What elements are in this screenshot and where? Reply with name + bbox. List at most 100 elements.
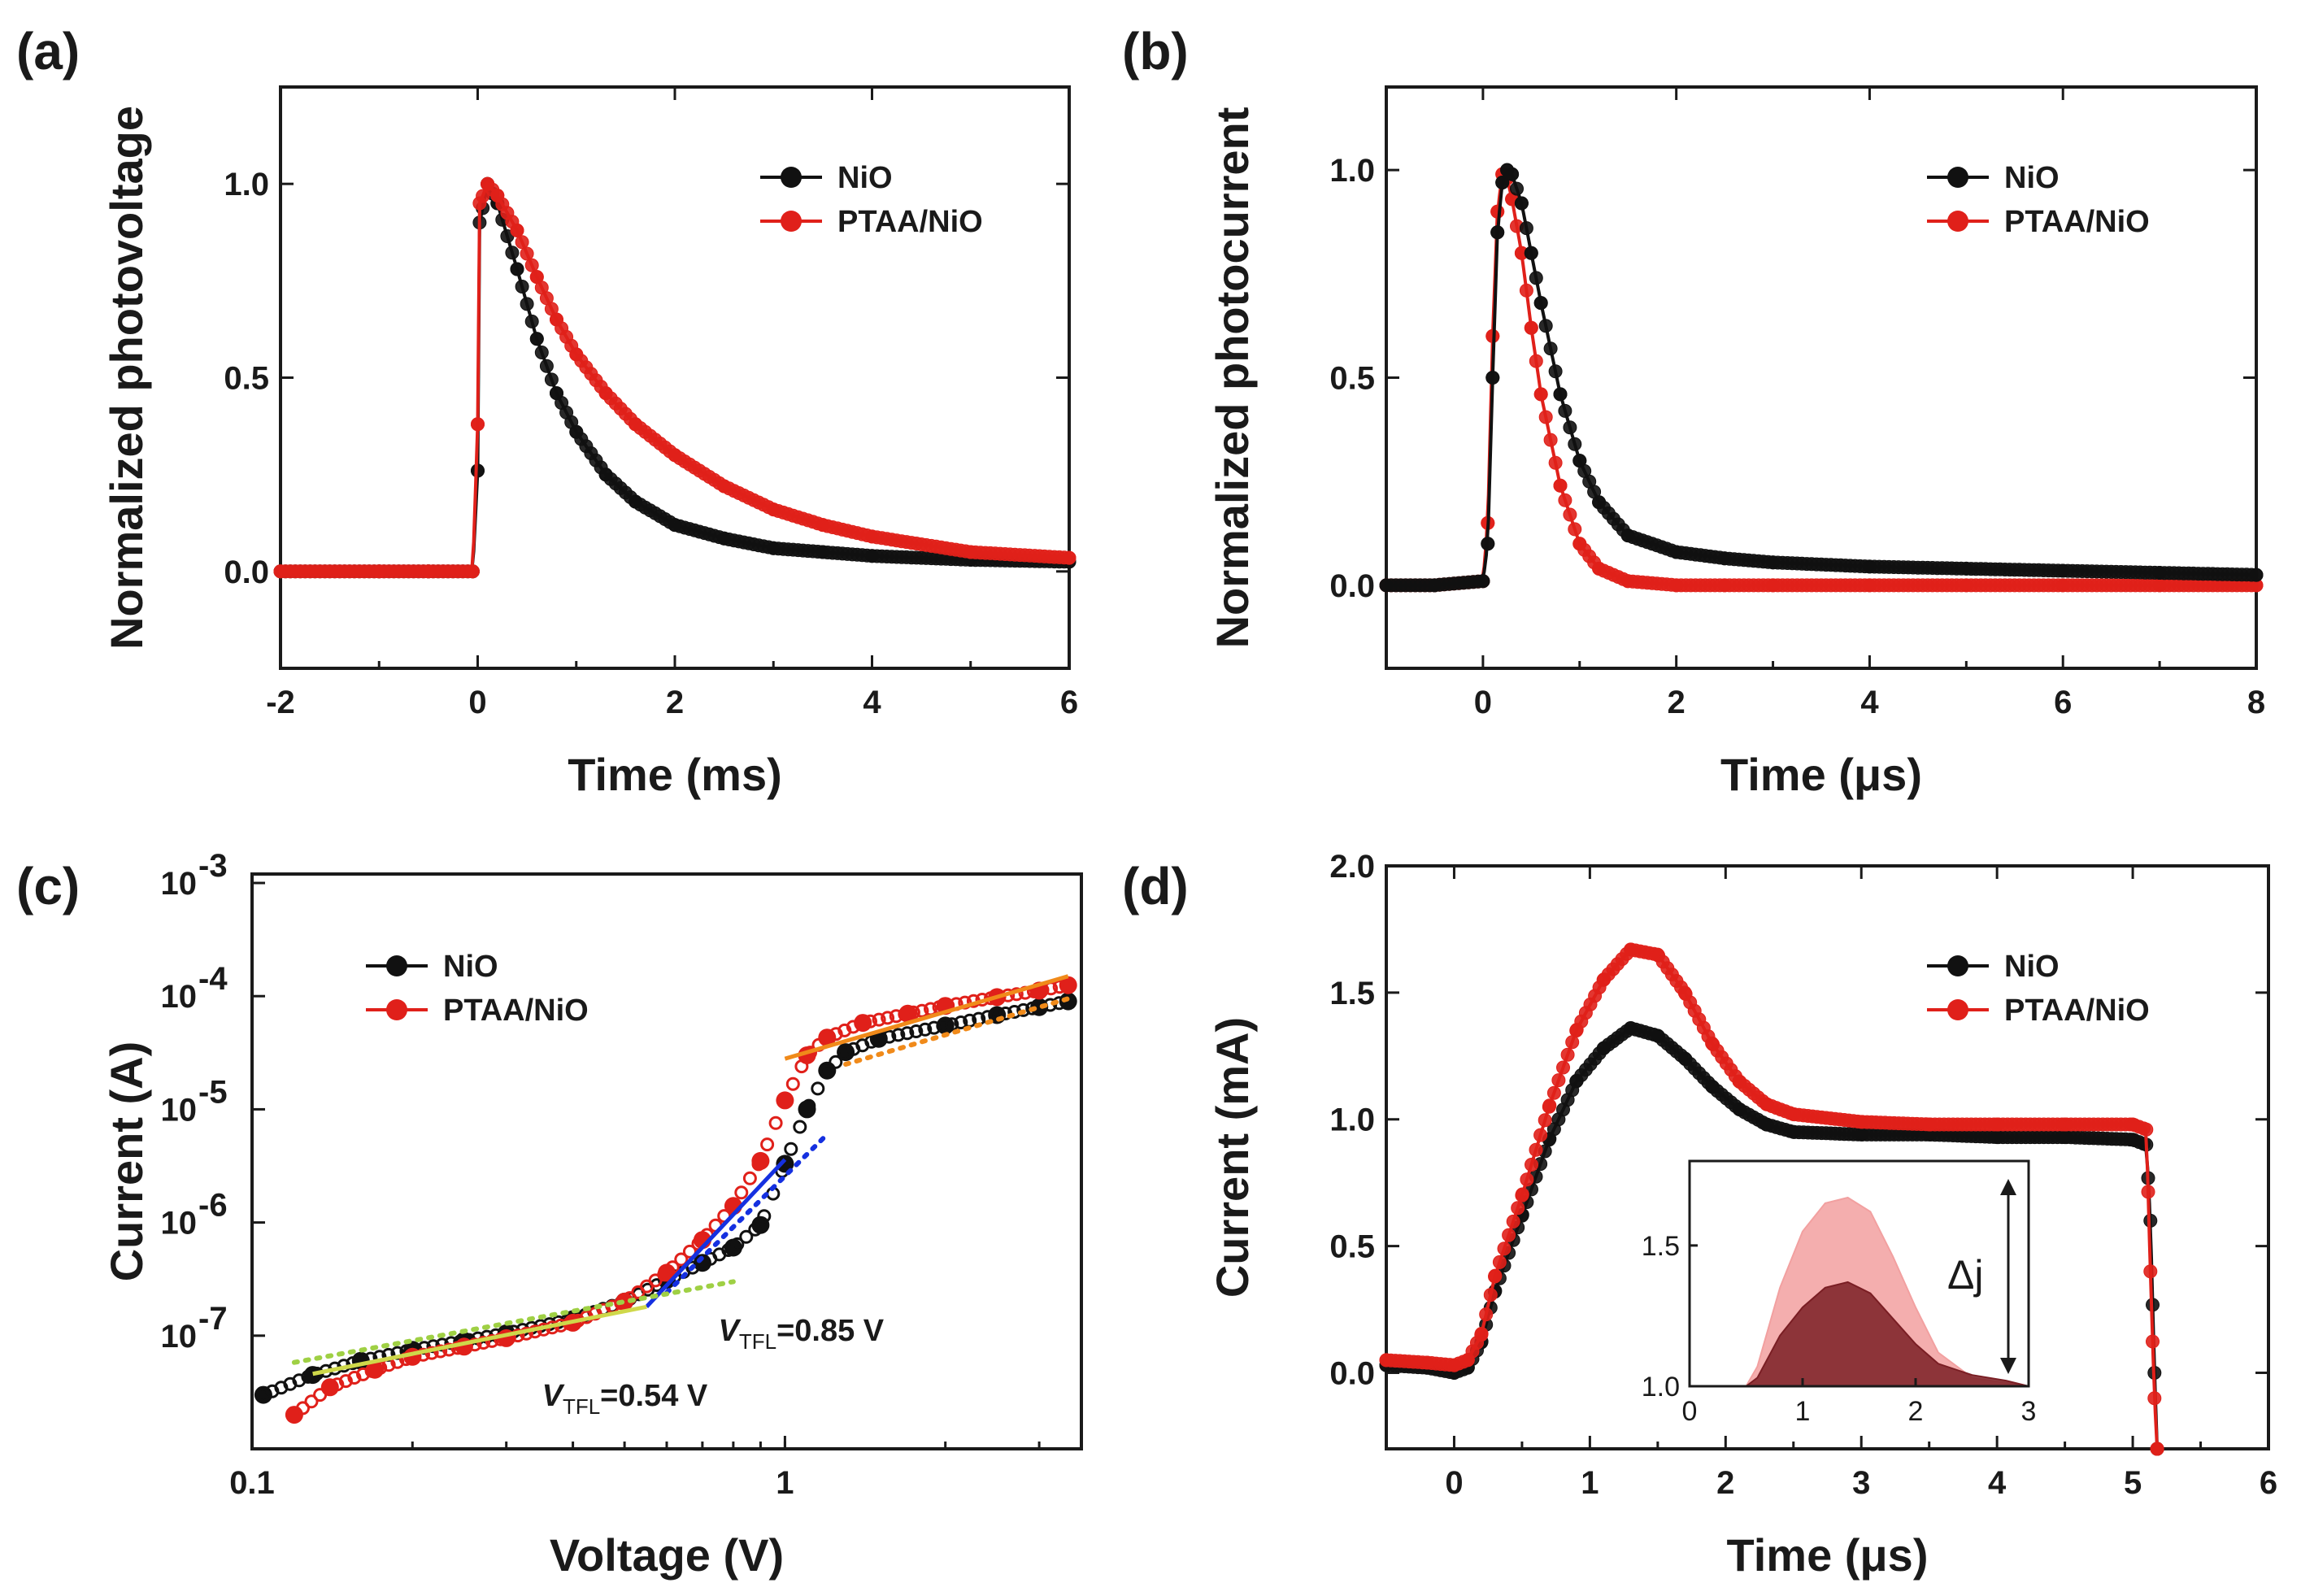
- data-point: [742, 1171, 757, 1185]
- y-tick-label: 10: [161, 1092, 198, 1128]
- data-point: [794, 1059, 809, 1074]
- data-point: [2150, 1442, 2164, 1456]
- data-point: [2147, 1391, 2162, 1406]
- inset-y-tick-label: 1.5: [1642, 1231, 1680, 1262]
- data-point: [1061, 978, 1076, 993]
- legend-entry: NiO: [443, 950, 498, 984]
- vtfl-subscript: TFL: [739, 1329, 776, 1354]
- data-point: [520, 246, 534, 261]
- data-point: [515, 235, 529, 250]
- y-tick-exponent: -6: [198, 1188, 228, 1224]
- y-tick-label: 1.0: [224, 167, 269, 202]
- x-tick-label: 2: [1668, 685, 1686, 720]
- panel-d: (d) Time (μs) Current (mA) 0 1 2 3 4 5 6 0.0 0.5 1.0…: [1122, 849, 2277, 1581]
- data-point: [465, 564, 480, 579]
- data-point: [1492, 1255, 1507, 1269]
- x-tick-label: 6: [2054, 685, 2072, 720]
- panel-label: (b): [1122, 22, 1189, 80]
- data-point: [1568, 437, 1582, 451]
- data-point: [1524, 246, 1538, 260]
- data-point: [793, 1120, 807, 1134]
- x-tick-label: 8: [2247, 685, 2265, 720]
- y-tick-label: 0.5: [1329, 361, 1375, 397]
- data-point: [1062, 550, 1077, 565]
- data-point: [665, 1260, 680, 1275]
- legend-entry: PTAA/NiO: [837, 205, 983, 239]
- y-tick-label: 1.5: [1329, 976, 1375, 1011]
- data-point: [927, 1020, 942, 1035]
- data-point: [1506, 1214, 1520, 1229]
- panel-label: (c): [16, 857, 80, 915]
- inset-x-tick-label: 0: [1682, 1396, 1698, 1427]
- x-tick-label: 0: [1445, 1465, 1463, 1501]
- data-point: [1533, 387, 1548, 402]
- data-point: [1538, 319, 1553, 333]
- data-point: [657, 1268, 672, 1282]
- x-axis-title: Time (ms): [568, 749, 781, 800]
- data-point: [1543, 433, 1558, 447]
- vtfl-annotation: VTFL=0.85 V: [719, 1314, 885, 1354]
- inset-x-tick-label: 3: [2021, 1396, 2037, 1427]
- data-point: [1558, 493, 1572, 507]
- data-point: [1490, 225, 1505, 240]
- vtfl-subscript: TFL: [563, 1394, 600, 1419]
- legend-entry: NiO: [837, 161, 893, 195]
- data-point: [748, 1222, 763, 1237]
- series-line-PTAA/NiO: [281, 180, 1070, 573]
- data-point: [1546, 1085, 1561, 1100]
- data-point: [1515, 1187, 1529, 1202]
- data-point: [855, 1016, 869, 1031]
- data-point: [1563, 507, 1577, 522]
- panel-a: (a) Time (ms) Normalized photovoltage -2 0 2 4…: [16, 22, 1078, 800]
- inset-y-tick-label: 1.0: [1642, 1372, 1680, 1402]
- inset-x-tick-label: 1: [1795, 1396, 1811, 1427]
- data-point: [881, 1011, 895, 1025]
- x-tick-label: 4: [1988, 1465, 2007, 1501]
- y-tick-label: 0.5: [224, 361, 269, 397]
- data-point: [1490, 204, 1505, 219]
- inset-area-NiO: [1690, 1281, 2029, 1387]
- data-point: [524, 314, 539, 328]
- data-point: [296, 1401, 310, 1416]
- x-tick-label: 0: [1474, 685, 1492, 720]
- y-tick-label: 10: [161, 979, 198, 1015]
- data-point: [1485, 371, 1500, 385]
- fit-line: [784, 974, 1069, 1061]
- data-point: [1529, 271, 1543, 285]
- data-point: [1052, 980, 1067, 994]
- data-point: [1543, 341, 1558, 356]
- data-point: [347, 1371, 362, 1385]
- x-axis-title: Voltage (V): [550, 1529, 784, 1581]
- data-point: [906, 1005, 920, 1020]
- data-point: [287, 1407, 302, 1422]
- data-point: [505, 246, 520, 260]
- data-point: [1520, 1172, 1534, 1187]
- data-point: [863, 1014, 877, 1028]
- data-point: [1548, 455, 1563, 470]
- x-axis-title: Time (μs): [1720, 749, 1922, 800]
- y-tick-label: 0.0: [224, 554, 269, 590]
- data-point: [1474, 1327, 1489, 1341]
- x-tick-label: 0.1: [229, 1465, 275, 1501]
- inset-x-tick-label: 2: [1908, 1396, 1924, 1427]
- data-point: [776, 1155, 794, 1173]
- data-point: [2249, 568, 2264, 582]
- vtfl-symbol: V: [719, 1314, 742, 1348]
- data-point: [829, 1055, 843, 1069]
- data-point: [915, 1003, 929, 1018]
- data-point: [544, 372, 559, 387]
- data-point: [1511, 1201, 1525, 1215]
- x-tick-label: 0: [468, 685, 486, 720]
- inset-frame: [1688, 1159, 2030, 1388]
- data-point: [1548, 364, 1563, 379]
- y-tick-label: 2.0: [1329, 849, 1375, 885]
- data-point: [1505, 167, 1520, 181]
- delta-j-label: Δj: [1947, 1252, 1984, 1298]
- data-point: [459, 1339, 473, 1354]
- x-tick-label: 3: [1852, 1465, 1870, 1501]
- data-point: [872, 1012, 886, 1027]
- data-point: [990, 1008, 1004, 1023]
- panel-label: (d): [1122, 857, 1189, 915]
- data-point: [304, 1394, 319, 1409]
- x-tick-label: 4: [863, 685, 881, 720]
